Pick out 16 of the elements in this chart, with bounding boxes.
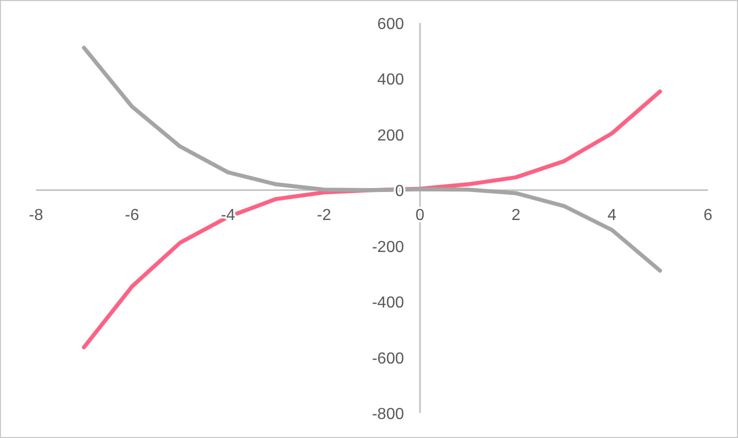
x-tick-label: -2 [316, 207, 332, 224]
x-tick-label: 4 [608, 207, 617, 224]
line-series [82, 46, 662, 273]
x-tick-label: -6 [124, 207, 140, 224]
y-tick-label: -200 [372, 238, 404, 256]
y-tick-label: 400 [377, 72, 404, 89]
y-tick-label: -600 [372, 350, 404, 368]
y-tick-label: 0 [395, 183, 404, 200]
y-tick-label: -800 [372, 406, 404, 423]
y-tick-label: 200 [377, 127, 404, 144]
x-tick-label: 6 [704, 207, 713, 224]
x-tick-label: 0 [416, 207, 425, 224]
x-tick-label: -8 [28, 207, 44, 224]
y-tick-label: 600 [377, 16, 404, 33]
x-tick-label: 2 [512, 207, 521, 224]
y-tick-label: -400 [372, 294, 404, 312]
